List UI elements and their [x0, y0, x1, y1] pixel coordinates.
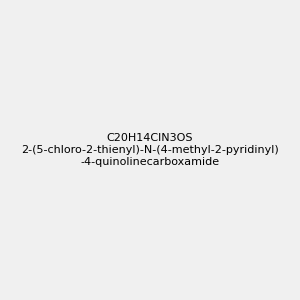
Text: C20H14ClN3OS
2-(5-chloro-2-thienyl)-N-(4-methyl-2-pyridinyl)
-4-quinolinecarboxa: C20H14ClN3OS 2-(5-chloro-2-thienyl)-N-(4…	[21, 134, 279, 166]
